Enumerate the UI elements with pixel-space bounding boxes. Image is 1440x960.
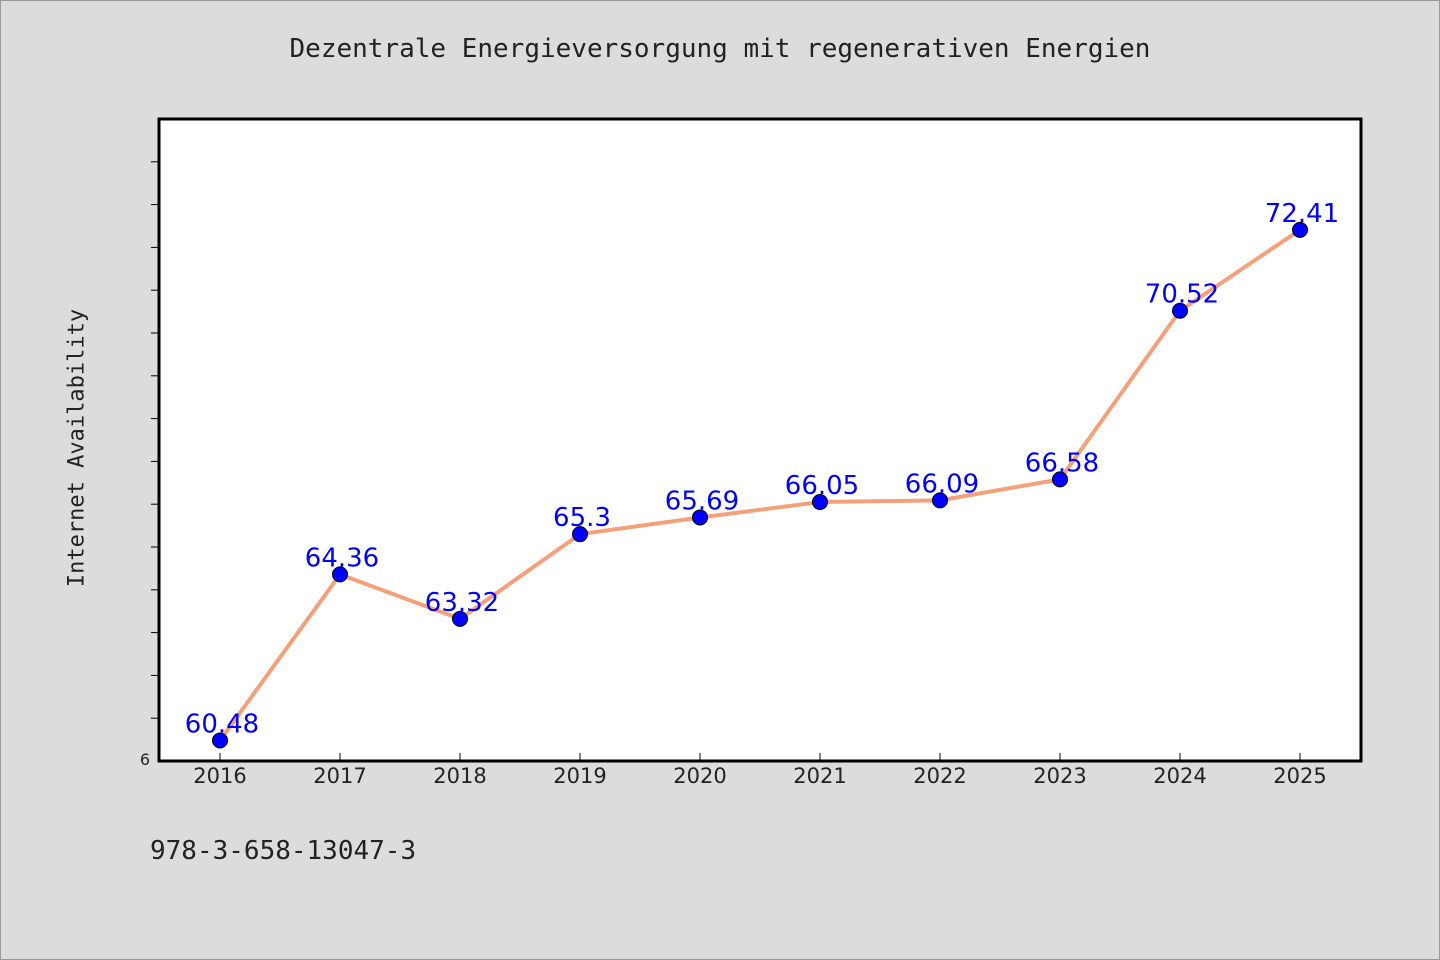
data-point-marker bbox=[1172, 302, 1188, 319]
x-tick-label: 2025 bbox=[1273, 764, 1326, 788]
x-tick-label: 2016 bbox=[193, 764, 246, 788]
isbn-label: 978-3-658-13047-3 bbox=[150, 836, 417, 866]
x-tick-label: 2023 bbox=[1033, 764, 1086, 788]
data-point-marker bbox=[1292, 221, 1308, 238]
data-point-marker bbox=[812, 494, 828, 511]
x-tick-label: 2017 bbox=[313, 764, 366, 788]
x-tick-label: 2019 bbox=[553, 764, 606, 788]
data-label: 72.41 bbox=[1265, 199, 1339, 229]
series-line bbox=[218, 228, 1302, 742]
data-label: 63.32 bbox=[425, 588, 499, 618]
data-point-marker bbox=[452, 610, 468, 627]
x-tick-label: 2024 bbox=[1153, 764, 1206, 788]
x-axis-ticks: 2016 2017 2018 2019 2020 2021 2022 2023 2024 2025 bbox=[193, 753, 1327, 788]
data-point-marker bbox=[332, 566, 348, 583]
y-axis-ticks: 6 bbox=[140, 161, 159, 769]
data-point-marker bbox=[932, 492, 948, 509]
plot-area bbox=[157, 117, 1363, 763]
x-tick-label: 2022 bbox=[913, 764, 966, 788]
data-point-marker bbox=[692, 509, 708, 526]
data-point-marker bbox=[212, 732, 228, 749]
data-point-marker bbox=[572, 526, 588, 543]
data-label: 65.69 bbox=[665, 486, 739, 516]
x-tick-label: 2018 bbox=[433, 764, 486, 788]
data-labels: 60.48 64.36 63.32 65.3 65.69 66.05 66.09 66.58 7… bbox=[185, 199, 1339, 740]
data-label: 64.36 bbox=[305, 543, 379, 573]
data-point-marker bbox=[1052, 471, 1068, 488]
series-markers bbox=[212, 221, 1308, 749]
data-label: 66.05 bbox=[785, 471, 859, 501]
data-label: 70.52 bbox=[1145, 280, 1219, 310]
x-tick-label: 2021 bbox=[793, 764, 846, 788]
y-tick-label: 6 bbox=[140, 750, 150, 769]
data-label: 66.58 bbox=[1025, 448, 1099, 478]
x-tick-label: 2020 bbox=[673, 764, 726, 788]
data-label: 66.09 bbox=[905, 469, 979, 499]
data-label: 65.3 bbox=[553, 503, 611, 533]
chart-title: Dezentrale Energieversorgung mit regener… bbox=[289, 34, 1151, 64]
data-label: 60.48 bbox=[185, 709, 259, 739]
